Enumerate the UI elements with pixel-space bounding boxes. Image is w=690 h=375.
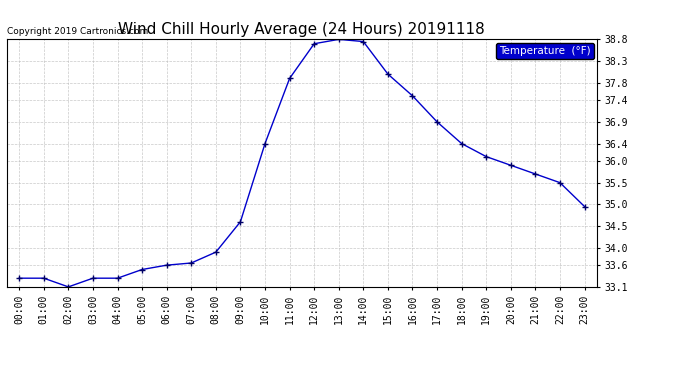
Title: Wind Chill Hourly Average (24 Hours) 20191118: Wind Chill Hourly Average (24 Hours) 201… (119, 22, 485, 37)
Legend: Temperature  (°F): Temperature (°F) (496, 42, 593, 59)
Text: Copyright 2019 Cartronics.com: Copyright 2019 Cartronics.com (7, 27, 148, 36)
